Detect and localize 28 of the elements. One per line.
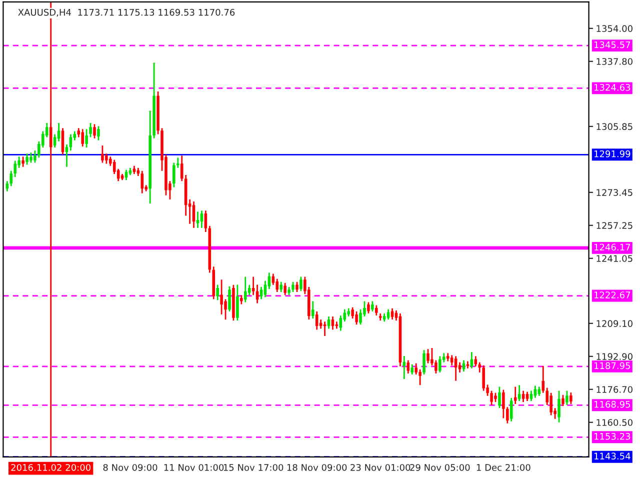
y-tick-label: 1273.45 <box>596 189 632 196</box>
y-tick-label: 1354.00 <box>596 25 632 32</box>
ref-line-label: 1291.99 <box>594 150 630 158</box>
y-tick-label: 1337.80 <box>596 58 632 65</box>
x-tick-label: 15 Nov 17:00 <box>224 464 284 471</box>
x-tick-label: 2016.11.02 20:00 <box>11 464 91 471</box>
y-tick-label: 1176.70 <box>596 386 632 393</box>
y-tick-label: 1257.25 <box>596 222 632 229</box>
ref-line-label: 1222.67 <box>594 292 630 298</box>
x-tick-label: 18 Nov 09:00 <box>287 464 347 471</box>
y-tick-label: 1305.85 <box>596 123 632 130</box>
x-tick-label: 11 Nov 01:00 <box>164 464 224 471</box>
x-tick-label: 29 Nov 05:00 <box>410 464 470 471</box>
y-tick-label: 1160.50 <box>596 419 632 426</box>
ref-line-label: 1187.95 <box>594 362 630 370</box>
ref-line-label: 1246.17 <box>594 244 630 251</box>
ref-line-label: 1153.23 <box>594 432 630 440</box>
y-tick-label: 1241.05 <box>596 255 632 262</box>
ref-line-label: 1168.95 <box>594 400 630 408</box>
y-tick-label: 1209.10 <box>596 320 632 327</box>
ref-line-label: 1345.57 <box>594 41 630 48</box>
ref-line-label: 1143.54 <box>594 452 630 460</box>
text: XAUUSD,H4 1173.71 1175.13 1169.53 1170.76 <box>18 8 235 17</box>
x-tick-label: 8 Nov 09:00 <box>103 464 158 471</box>
y-tick-label: 1192.90 <box>596 353 632 360</box>
x-tick-label: 1 Dec 21:00 <box>476 464 530 471</box>
x-tick-label: 23 Nov 01:00 <box>350 464 410 471</box>
ref-line-label: 1324.63 <box>594 84 630 91</box>
